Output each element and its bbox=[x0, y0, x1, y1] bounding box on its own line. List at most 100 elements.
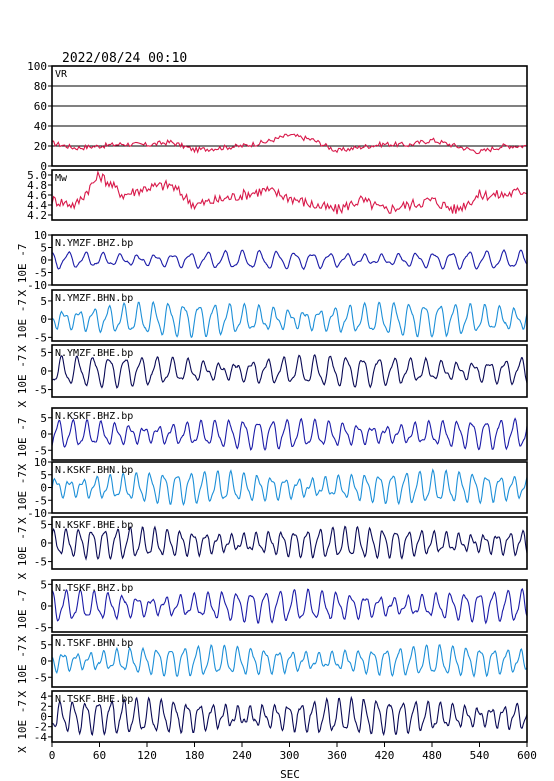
y-tick-label: -4 bbox=[34, 731, 48, 744]
y-tick-label: 5.0 bbox=[27, 169, 47, 182]
x-tick-label: 420 bbox=[375, 749, 395, 762]
y-tick-label: -5 bbox=[34, 331, 47, 344]
panel-10: -5 0 5 N.TSKF.BHN.bp bbox=[34, 634, 528, 688]
trace-line bbox=[51, 525, 528, 561]
x-tick-label: 120 bbox=[137, 749, 157, 762]
y-tick-label: -10 bbox=[27, 279, 47, 292]
y-axis-title: X 10E -7 bbox=[16, 590, 29, 643]
y-tick-label: 0 bbox=[40, 365, 47, 378]
y-tick-label: 5 bbox=[40, 578, 47, 591]
panel-5: -5 0 5 N.YMZF.BHE.bp bbox=[34, 344, 528, 398]
panel-6: -5 0 5 N.KSKF.BHZ.bp bbox=[34, 407, 528, 461]
panel-2: 4.24.44.64.85.0 Mw bbox=[27, 169, 528, 222]
y-axis-title: X 10E -7 bbox=[16, 244, 29, 297]
y-tick-label: 60 bbox=[34, 100, 47, 113]
y-tick-label: 0 bbox=[40, 482, 47, 495]
trace-line bbox=[51, 417, 528, 451]
y-tick-label: 20 bbox=[34, 140, 47, 153]
trace-label: N.YMZF.BHN.bp bbox=[55, 293, 133, 304]
y-axis-title: X 10E -7 bbox=[16, 645, 29, 698]
y-tick-label: 10 bbox=[34, 229, 47, 242]
y-tick-label: 0 bbox=[40, 313, 47, 326]
y-tick-label: 5 bbox=[40, 295, 47, 308]
y-tick-label: 0 bbox=[40, 655, 47, 668]
y-tick-label: 0 bbox=[40, 711, 47, 724]
panel-4: -5 0 5 N.YMZF.BHN.bp bbox=[34, 289, 528, 344]
y-axis-title: X 10E -7 bbox=[16, 471, 29, 524]
y-tick-label: 5 bbox=[40, 639, 47, 652]
y-tick-label: -5 bbox=[34, 384, 47, 397]
y-tick-label: -10 bbox=[27, 507, 47, 520]
y-tick-label: 0 bbox=[40, 428, 47, 441]
x-tick-label: 540 bbox=[470, 749, 490, 762]
trace-line bbox=[51, 133, 528, 155]
trace-label: N.KSKF.BHZ.bp bbox=[55, 411, 133, 422]
panel-frame bbox=[51, 65, 528, 167]
y-tick-label: -5 bbox=[34, 267, 47, 280]
y-tick-label: 5 bbox=[40, 242, 47, 255]
y-tick-label: 4.6 bbox=[27, 189, 47, 202]
trace-label: N.TSKF.BHE.bp bbox=[55, 694, 133, 705]
panel-9: -5 0 5 N.TSKF.BHZ.bp bbox=[34, 578, 528, 635]
y-tick-label: 5 bbox=[40, 412, 47, 425]
x-tick-label: 0 bbox=[49, 749, 56, 762]
trace-label: N.TSKF.BHN.bp bbox=[55, 638, 133, 649]
y-tick-label: 5 bbox=[40, 518, 47, 531]
y-axis-titles: X 10E -7X 10E -7X 10E -7X 10E -7X 10E -7… bbox=[16, 244, 29, 753]
trace-line bbox=[51, 169, 528, 215]
y-tick-label: 80 bbox=[34, 80, 47, 93]
trace-label: VR bbox=[55, 69, 68, 80]
y-tick-label: -5 bbox=[34, 494, 47, 507]
trace-line bbox=[51, 249, 528, 271]
x-tick-label: 60 bbox=[93, 749, 106, 762]
y-tick-label: 0 bbox=[40, 600, 47, 613]
y-tick-label: 4.2 bbox=[27, 209, 47, 222]
y-tick-label: -2 bbox=[34, 721, 47, 734]
y-tick-label: 0 bbox=[40, 254, 47, 267]
trace-label: N.YMZF.BHE.bp bbox=[55, 348, 133, 359]
y-tick-label: 40 bbox=[34, 120, 47, 133]
trace-line bbox=[51, 300, 528, 339]
panel-frame bbox=[51, 289, 528, 342]
y-tick-label: 10 bbox=[34, 456, 47, 469]
y-tick-label: 4.8 bbox=[27, 179, 47, 192]
trace-label: N.KSKF.BHE.bp bbox=[55, 520, 133, 531]
trace-line bbox=[51, 587, 528, 625]
x-tick-label: 480 bbox=[422, 749, 442, 762]
trace-label: N.KSKF.BHN.bp bbox=[55, 465, 133, 476]
y-tick-label: -5 bbox=[34, 444, 47, 457]
y-tick-label: 0 bbox=[40, 537, 47, 550]
x-tick-label: 240 bbox=[232, 749, 252, 762]
trace-line bbox=[51, 643, 528, 678]
y-tick-label: -5 bbox=[34, 622, 47, 635]
trace-line bbox=[51, 468, 528, 506]
x-tick-label: 360 bbox=[327, 749, 347, 762]
x-axis-title: SEC bbox=[280, 768, 300, 781]
trace-label: Mw bbox=[55, 173, 68, 184]
y-tick-label: 5 bbox=[40, 346, 47, 359]
y-axis-title: X 10E -7 bbox=[16, 700, 29, 753]
panel-8: -5 0 5 N.KSKF.BHE.bp bbox=[34, 516, 528, 570]
y-tick-label: 100 bbox=[27, 60, 47, 73]
panel-1: 0 20 40 60 80 100 VR bbox=[27, 60, 528, 173]
x-axis: 0 60 120 180 240 300 360 420 480 540 600 bbox=[49, 742, 537, 762]
y-tick-label: 4 bbox=[40, 690, 47, 703]
trace-label: N.TSKF.BHZ.bp bbox=[55, 583, 133, 594]
y-tick-label: 0 bbox=[40, 160, 47, 173]
y-axis-title: X 10E -7 bbox=[16, 527, 29, 580]
y-axis-title: X 10E -7 bbox=[16, 355, 29, 408]
x-tick-label: 180 bbox=[185, 749, 205, 762]
y-tick-label: 5 bbox=[40, 469, 47, 482]
y-tick-label: -5 bbox=[34, 556, 47, 569]
chart-title: 2022/08/24 00:10 bbox=[62, 51, 187, 66]
trace-label: N.YMZF.BHZ.bp bbox=[55, 238, 133, 249]
trace-line bbox=[51, 353, 528, 389]
y-tick-label: 2 bbox=[40, 700, 47, 713]
y-axis-title: X 10E -7 bbox=[16, 418, 29, 471]
trace-line bbox=[51, 695, 528, 737]
